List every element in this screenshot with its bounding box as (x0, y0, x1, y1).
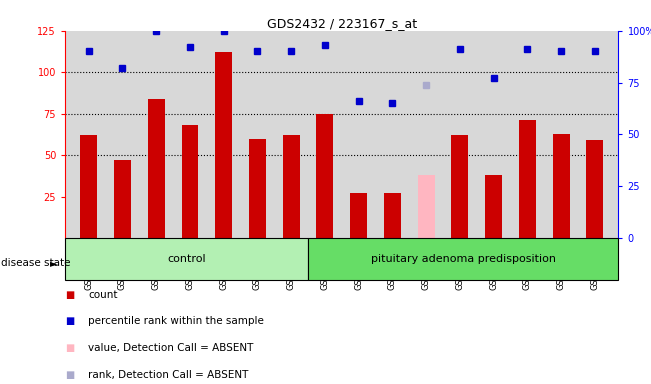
Text: disease state: disease state (1, 258, 70, 268)
Text: ■: ■ (65, 290, 74, 300)
Bar (485, 175, 502, 238)
Bar (65, 238, 308, 280)
Title: GDS2432 / 223167_s_at: GDS2432 / 223167_s_at (267, 17, 417, 30)
Bar (519, 120, 536, 238)
Bar (553, 134, 570, 238)
Bar (418, 175, 435, 238)
Bar (283, 135, 299, 238)
Bar (215, 52, 232, 238)
Text: rank, Detection Call = ABSENT: rank, Detection Call = ABSENT (88, 370, 248, 380)
Text: ■: ■ (65, 343, 74, 353)
Bar (182, 125, 199, 238)
Bar (587, 140, 603, 238)
Text: pituitary adenoma predisposition: pituitary adenoma predisposition (370, 254, 556, 264)
Bar (350, 193, 367, 238)
Bar (249, 139, 266, 238)
Text: ■: ■ (65, 370, 74, 380)
Text: value, Detection Call = ABSENT: value, Detection Call = ABSENT (88, 343, 253, 353)
Bar (308, 238, 618, 280)
Bar (316, 114, 333, 238)
Bar (114, 160, 131, 238)
Text: ►: ► (49, 258, 57, 268)
Text: count: count (88, 290, 117, 300)
Bar (451, 135, 468, 238)
Bar (384, 193, 401, 238)
Text: control: control (167, 254, 206, 264)
Text: percentile rank within the sample: percentile rank within the sample (88, 316, 264, 326)
Bar (80, 135, 97, 238)
Text: ■: ■ (65, 316, 74, 326)
Bar (148, 99, 165, 238)
